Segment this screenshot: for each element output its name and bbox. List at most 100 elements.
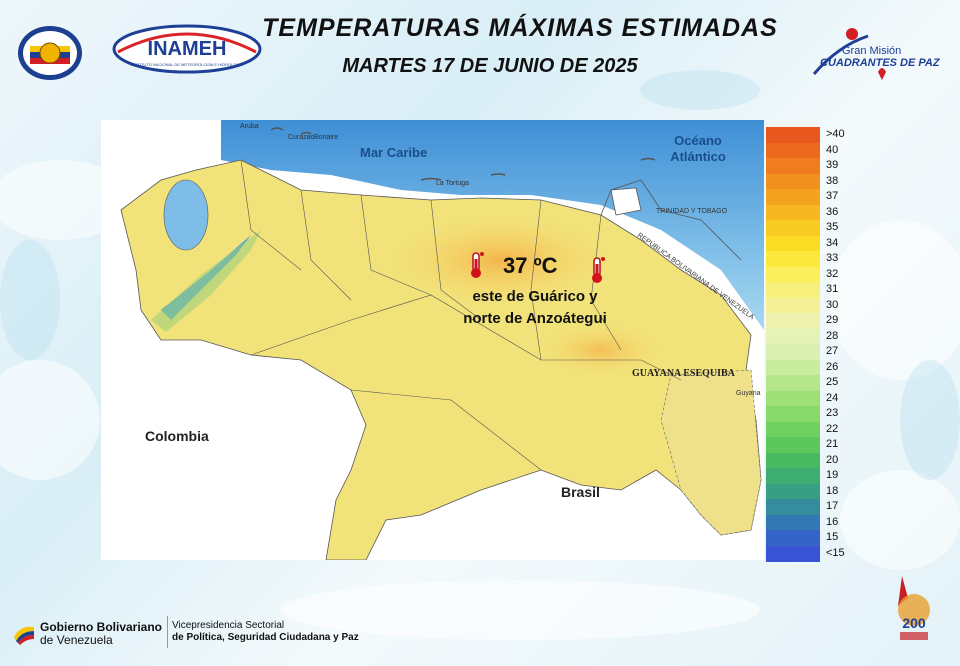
legend-swatch: [766, 499, 820, 515]
temperature-legend-bar: [766, 127, 820, 562]
legend-label: 35: [826, 221, 839, 234]
legend-swatch: [766, 158, 820, 174]
legend-swatch: [766, 530, 820, 546]
thermometer-icon: [467, 251, 485, 279]
south-hot-zone: [541, 325, 661, 375]
legend-swatch: [766, 297, 820, 314]
legend-label: 16: [826, 515, 839, 528]
guayana-esequiba-label: GUAYANA ESEQUIBA: [632, 368, 735, 379]
andes-green-zone: [151, 230, 261, 332]
vicepresidencia-label: Vicepresidencia Sectorial de Política, S…: [172, 620, 359, 644]
legend-swatch: [766, 514, 820, 531]
max-temperature-region: este de Guárico y norte de Anzoátegui: [440, 286, 630, 330]
legend-swatch: [766, 204, 820, 221]
state-borders: [240, 159, 682, 471]
legend-swatch: [766, 142, 820, 159]
legend-label: 30: [826, 298, 839, 311]
legend-label: 36: [826, 205, 839, 218]
legend-swatch: [766, 127, 820, 143]
legend-label: 23: [826, 407, 839, 420]
gov-name-rest: de Venezuela: [40, 633, 113, 647]
vice-line-2: de Política, Seguridad Ciudadana y Paz: [172, 632, 359, 643]
region-line-2: norte de Anzoátegui: [463, 310, 607, 327]
legend-label: 34: [826, 236, 839, 249]
legend-swatch: [766, 220, 820, 236]
legend-swatch: [766, 189, 820, 205]
legend-label: 25: [826, 376, 839, 389]
legend-label: 39: [826, 159, 839, 172]
legend-swatch: [766, 344, 820, 360]
venezuela-seal-logo: [16, 24, 84, 82]
legend-swatch: [766, 313, 820, 329]
island-chain: [270, 127, 656, 181]
sea-label-atlantic: Océano Atlántico: [670, 133, 726, 164]
forecast-date: MARTES 17 DE JUNIO DE 2025: [342, 55, 638, 77]
legend-swatch: [766, 251, 820, 267]
legend-swatch: [766, 483, 820, 500]
legend-swatch: [766, 545, 820, 562]
legend-label: 27: [826, 345, 839, 358]
legend-label: 21: [826, 438, 839, 451]
legend-label: 29: [826, 314, 839, 327]
page-title: TEMPERATURAS MÁXIMAS ESTIMADAS: [262, 14, 778, 42]
colombia-label: Colombia: [145, 428, 209, 444]
legend-label: 19: [826, 469, 839, 482]
legend-label: 26: [826, 360, 839, 373]
cuadrantes-de-paz-text: CUADRANTES DE PAZ: [820, 57, 941, 69]
footer-divider: [167, 616, 168, 648]
max-temperature-value: 37 ºC: [503, 253, 558, 278]
trinidad-label: TRINIDAD Y TOBAGO: [656, 208, 728, 215]
legend-label: 22: [826, 422, 839, 435]
thermometer-icon: [588, 256, 606, 284]
legend-label: 33: [826, 252, 839, 265]
legend-swatch: [766, 468, 820, 484]
legend-swatch: [766, 359, 820, 376]
venezuela-flag-icon: [14, 626, 34, 645]
inameh-logo-text: INAMEH: [148, 38, 227, 60]
inameh-logo-subtext: INSTITUTO NACIONAL DE METEOROLOGÍA E HID…: [131, 62, 244, 67]
region-line-1: este de Guárico y: [472, 288, 598, 305]
legend-label: 24: [826, 391, 839, 404]
legend-label: 28: [826, 329, 839, 342]
temperature-map: [101, 120, 764, 560]
temperature-legend-labels: >40 40 39 38 37 36 35 34 33 32 31 30 29 28 27 26 25 24 23 2…: [822, 127, 862, 561]
legend-swatch: [766, 437, 820, 453]
gran-mision-logo: Gran Misión CUADRANTES DE PAZ: [808, 26, 948, 82]
legend-label: 40: [826, 143, 839, 156]
vice-line-1: Vicepresidencia Sectorial: [172, 620, 285, 631]
hot-zone: [391, 215, 611, 305]
legend-label: 17: [826, 500, 839, 513]
gov-name-bold: Gobierno Bolivariano: [40, 620, 163, 634]
legend-label: 20: [826, 453, 839, 466]
guyana-label: Guyana: [736, 390, 761, 397]
bicentenario-number: 200: [902, 615, 926, 631]
gobierno-bolivariano-logo: Gobierno Bolivariano de Venezuela: [12, 618, 172, 650]
legend-swatch: [766, 282, 820, 298]
legend-label: 37: [826, 190, 839, 203]
aruba-label: Aruba: [240, 123, 259, 130]
legend-swatch: [766, 406, 820, 422]
lake-maracaibo: [163, 179, 209, 251]
legend-swatch: [766, 328, 820, 345]
curazao-label: Curazao: [288, 134, 315, 141]
legend-label: 18: [826, 484, 839, 497]
caribbean-sea: [221, 120, 764, 330]
legend-label: <15: [826, 546, 845, 559]
legend-swatch: [766, 173, 820, 190]
legend-swatch: [766, 266, 820, 283]
legend-swatch: [766, 452, 820, 469]
legend-swatch: [766, 235, 820, 252]
bonaire-label: Bonaire: [314, 134, 339, 141]
legend-label: >40: [826, 128, 845, 141]
legend-swatch: [766, 390, 820, 407]
legend-label: 38: [826, 174, 839, 187]
brasil-label: Brasil: [561, 484, 600, 500]
legend-label: 15: [826, 531, 839, 544]
tortuga-label: La Tortuga: [436, 180, 469, 187]
legend-swatch: [766, 421, 820, 438]
guayana-esequiba-region: [660, 369, 762, 536]
maritime-border: [600, 179, 742, 261]
gran-mision-text: Gran Misión: [842, 45, 901, 57]
legend-swatch: [766, 375, 820, 391]
legend-label: 31: [826, 283, 839, 296]
